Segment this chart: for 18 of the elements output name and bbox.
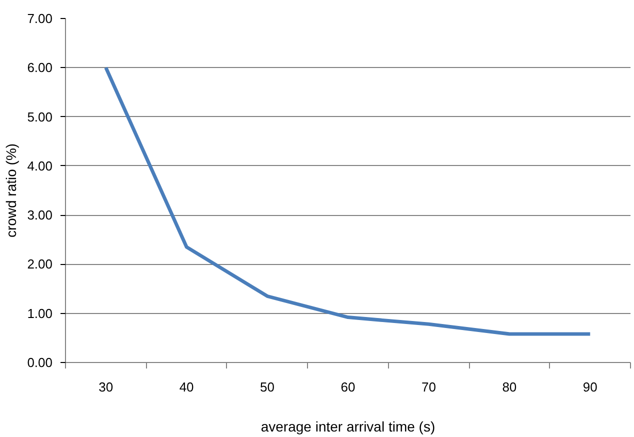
y-tick-label: 6.00 — [27, 60, 53, 76]
y-tick-label: 0.00 — [27, 355, 53, 370]
x-tick-label: 80 — [502, 380, 517, 394]
x-tick-label: 90 — [582, 380, 598, 394]
x-tick-label: 60 — [340, 380, 356, 394]
y-tick-label: 3.00 — [27, 208, 53, 223]
y-tick-label: 5.00 — [27, 109, 53, 124]
x-tick-label: 40 — [179, 380, 194, 394]
y-tick-label: 2.00 — [27, 256, 53, 272]
y-tick-label: 7.00 — [27, 11, 53, 26]
x-tick-label: 70 — [421, 380, 436, 394]
line-series — [104, 66, 592, 336]
x-axis-title: average inter arrival time (s) — [260, 418, 436, 434]
y-axis-title: crowd ratio (%) — [3, 143, 20, 238]
x-tick-label: 50 — [260, 380, 275, 394]
x-tick-label: 30 — [98, 380, 114, 394]
y-tick-label: 1.00 — [27, 306, 53, 321]
y-tick-label: 4.00 — [27, 158, 53, 174]
